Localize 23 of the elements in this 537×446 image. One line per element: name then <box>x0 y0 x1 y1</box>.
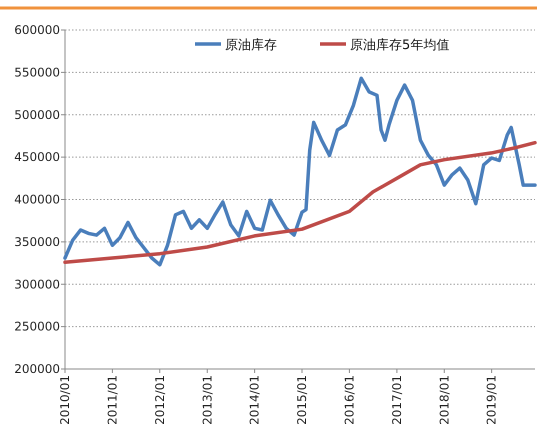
x-tick-label: 2015/01 <box>295 375 310 425</box>
x-tick-label: 2013/01 <box>200 375 214 425</box>
x-tick-label: 2018/01 <box>437 375 452 425</box>
y-tick-label: 250000 <box>14 320 60 334</box>
x-tick-label: 2019/01 <box>484 375 499 425</box>
y-tick-label: 450000 <box>14 150 60 164</box>
line-series <box>63 140 537 264</box>
y-tick-label: 400000 <box>14 192 60 206</box>
y-tick-label: 300000 <box>14 277 60 292</box>
y-tick-label: 550000 <box>14 65 60 80</box>
y-tick-label: 200000 <box>14 362 60 376</box>
x-tick-label: 2011/01 <box>105 375 120 425</box>
x-tick-label: 2014/01 <box>248 375 262 425</box>
y-tick-label: 600000 <box>14 23 60 37</box>
x-tick-label: 2016/01 <box>342 375 356 425</box>
legend-label: 原油库存 <box>225 38 277 53</box>
x-tick-label: 2012/01 <box>152 375 167 425</box>
x-tick-label: 2010/01 <box>58 375 72 425</box>
y-tick-label: 350000 <box>14 234 60 249</box>
legend-label: 原油库存5年均值 <box>350 38 450 53</box>
y-tick-label: 500000 <box>14 108 60 122</box>
line-series <box>63 76 537 267</box>
x-tick-label: 2017/01 <box>390 375 404 425</box>
